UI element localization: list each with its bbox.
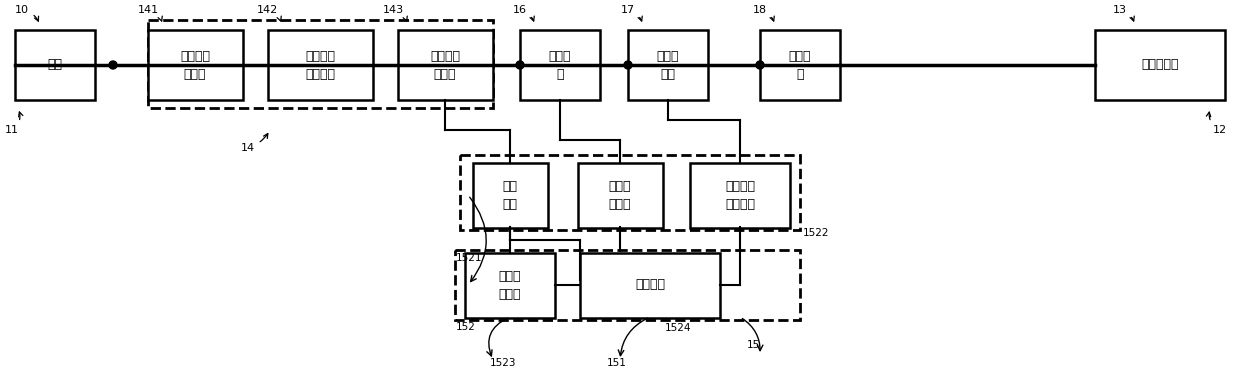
Bar (398, 30, 492, 100)
Text: 1524: 1524 (665, 323, 691, 333)
Text: 储能电
路: 储能电 路 (789, 50, 812, 81)
Text: 第一级保
护电路: 第一级保 护电路 (180, 50, 209, 81)
Text: 11: 11 (5, 112, 22, 135)
Bar (268, 30, 373, 100)
Bar (147, 20, 493, 108)
Bar (15, 30, 95, 100)
Bar (760, 30, 840, 100)
Text: 12: 12 (1207, 112, 1227, 135)
Text: 故障设
定电路: 故障设 定电路 (499, 270, 522, 301)
Circle shape (756, 61, 764, 69)
Text: 15: 15 (747, 340, 761, 350)
Text: 18: 18 (753, 5, 774, 21)
Text: 变桨控制器: 变桨控制器 (1141, 59, 1178, 72)
Circle shape (109, 61, 116, 69)
Text: 143: 143 (383, 5, 408, 21)
Bar (472, 163, 548, 228)
Bar (455, 250, 800, 320)
Bar (580, 253, 720, 317)
Text: 152: 152 (456, 322, 476, 332)
Bar (520, 30, 600, 100)
Text: 16: 16 (513, 5, 534, 21)
Text: 延时过流
保护电路: 延时过流 保护电路 (305, 50, 335, 81)
Text: 1521: 1521 (456, 253, 482, 263)
Text: 电压保
护电路: 电压保 护电路 (608, 179, 631, 210)
Bar (577, 163, 663, 228)
Bar (628, 30, 707, 100)
Bar (465, 253, 555, 317)
Text: 17: 17 (621, 5, 642, 21)
Text: 集成电路: 集成电路 (636, 279, 665, 292)
Text: 开关电
路: 开关电 路 (549, 50, 571, 81)
Text: 第二级保
护电路: 第二级保 护电路 (430, 50, 460, 81)
Text: 10: 10 (15, 5, 38, 21)
Text: 14: 14 (240, 134, 268, 153)
Bar (1095, 30, 1225, 100)
Circle shape (624, 61, 632, 69)
Bar (690, 163, 790, 228)
Text: 13: 13 (1113, 5, 1134, 21)
Text: 开关阀值
设定电路: 开关阀值 设定电路 (725, 179, 755, 210)
Text: 1523: 1523 (489, 358, 517, 368)
Circle shape (515, 61, 524, 69)
Text: 142: 142 (256, 5, 281, 21)
Bar (147, 30, 243, 100)
Text: 检测
电路: 检测 电路 (503, 179, 518, 210)
Text: 电流传
感器: 电流传 感器 (657, 50, 679, 81)
Text: 141: 141 (138, 5, 162, 21)
Text: 1522: 1522 (803, 228, 829, 238)
Text: 电源: 电源 (47, 59, 62, 72)
Text: 151: 151 (607, 358, 627, 368)
Bar (460, 155, 800, 230)
